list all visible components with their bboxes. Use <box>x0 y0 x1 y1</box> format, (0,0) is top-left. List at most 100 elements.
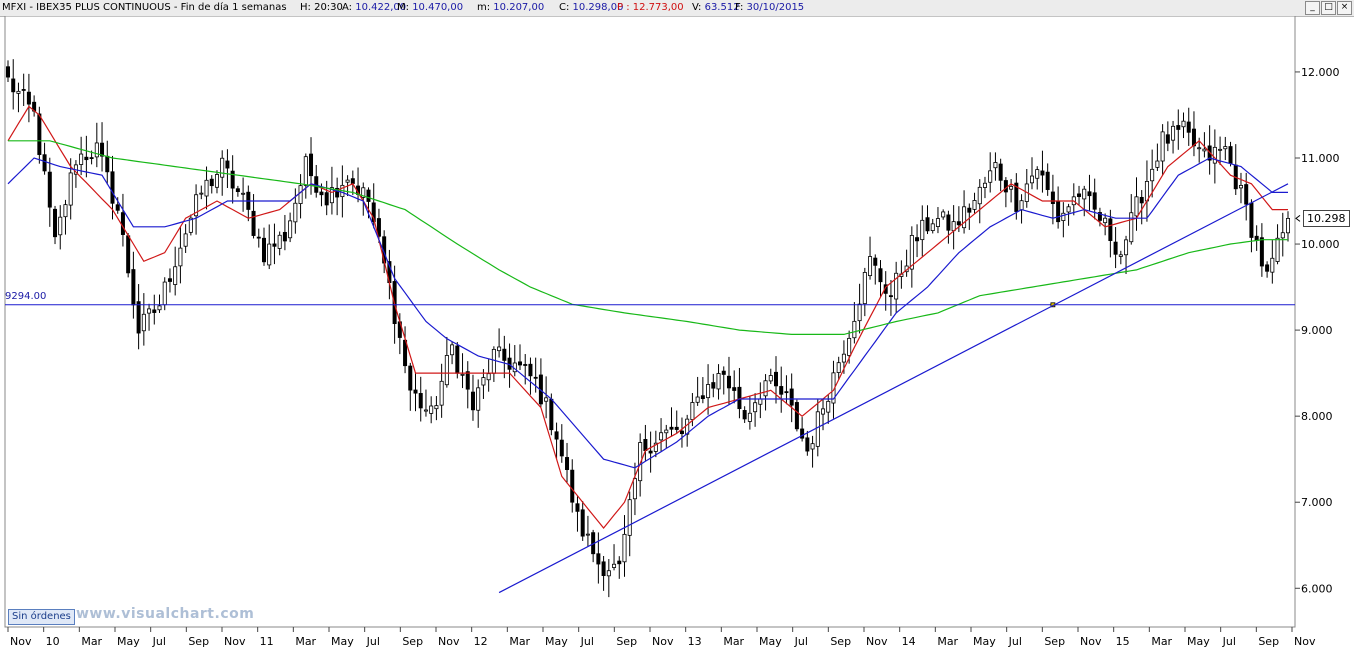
maximize-button[interactable]: □ <box>1321 1 1336 15</box>
candle-body <box>695 396 700 403</box>
candle-body <box>580 509 585 537</box>
candle-body <box>1238 184 1243 189</box>
candle-body <box>6 66 11 78</box>
candle-body <box>920 219 925 241</box>
candle-body <box>89 157 94 159</box>
x-tick-label: Mar <box>509 635 530 648</box>
candle-body <box>152 309 157 313</box>
x-tick-label: Nov <box>866 635 888 648</box>
candle-body <box>162 281 167 306</box>
orders-status-badge[interactable]: Sin órdenes <box>8 609 75 625</box>
header-field-value: 12.773,00 <box>632 2 684 13</box>
candle-body <box>345 179 350 183</box>
x-tick-label: Nov <box>1294 635 1316 648</box>
candle-body <box>256 236 261 239</box>
candle-body <box>84 156 89 161</box>
chart-title-bar: MFXI - IBEX35 PLUS CONTINUOUS - Fin de d… <box>0 0 1354 17</box>
candle-body <box>470 391 475 411</box>
candle-body <box>977 186 982 205</box>
candle-body <box>110 171 115 204</box>
candle-body <box>204 179 209 197</box>
candle-body <box>570 469 575 503</box>
candle-body <box>147 308 152 314</box>
x-tick-label: Nov <box>438 635 460 648</box>
candle-body <box>962 206 967 229</box>
candle-body <box>909 235 914 270</box>
candle-body <box>518 361 523 366</box>
candle-body <box>716 373 721 390</box>
support-trendline <box>498 183 1289 594</box>
candle-body <box>303 156 308 186</box>
candle-body <box>178 247 183 267</box>
candle-body <box>737 386 742 410</box>
candle-body <box>596 553 601 565</box>
price-chart[interactable]: 6.000 7.000 8.000 9.000 10.000 11.000 12.000 No… <box>0 16 1354 649</box>
candle-body <box>319 191 324 196</box>
candle-body <box>167 278 172 282</box>
candle-body <box>1181 120 1186 128</box>
minimize-button[interactable]: _ <box>1305 1 1320 15</box>
candle-body <box>486 373 491 381</box>
x-tick-label: Mar <box>937 635 958 648</box>
candle-body <box>502 348 507 361</box>
candle-body <box>617 560 622 565</box>
candle-body <box>105 155 110 173</box>
x-tick-label: 12 <box>474 635 488 648</box>
close-button[interactable]: × <box>1337 1 1352 15</box>
candle-body <box>361 187 366 198</box>
candle-body <box>497 346 502 352</box>
x-tick-label: Mar <box>723 635 744 648</box>
x-tick-label: Sep <box>830 635 851 648</box>
candle-body <box>967 207 972 213</box>
candle-body <box>559 439 564 457</box>
candle-body <box>1113 241 1118 255</box>
x-tick-label: Nov <box>1080 635 1102 648</box>
x-tick-label: Mar <box>295 635 316 648</box>
candle-body <box>288 220 293 239</box>
candle-body <box>439 380 444 406</box>
candle-body <box>763 380 768 397</box>
x-tick-label: May <box>331 635 354 648</box>
candle-body <box>679 430 684 435</box>
candle-body <box>136 301 141 334</box>
candle-body <box>794 402 799 430</box>
x-tick-label: Jul <box>366 635 380 648</box>
header-field-label: H: <box>300 2 315 13</box>
candle-body <box>11 78 16 93</box>
candle-body <box>1280 232 1285 239</box>
candle-body <box>1082 188 1087 200</box>
moving-average-line-2 <box>8 140 1288 335</box>
candle-body <box>664 429 669 434</box>
x-tick-label: Jul <box>1222 635 1236 648</box>
last-price-pointer <box>1295 215 1301 222</box>
candle-body <box>267 243 272 266</box>
x-tick-label: May <box>973 635 996 648</box>
candle-body <box>481 377 486 386</box>
candle-body <box>585 533 590 536</box>
header-field-4: C: 10.298,00 <box>559 2 623 13</box>
x-tick-label: Jul <box>580 635 594 648</box>
candle-body <box>1035 169 1040 179</box>
x-tick-label: 11 <box>260 635 274 648</box>
candle-body <box>523 364 528 366</box>
candle-body <box>915 237 920 242</box>
candle-body <box>214 174 219 188</box>
candle-body <box>659 432 664 441</box>
candle-body <box>1186 121 1191 133</box>
candle-body <box>533 376 538 379</box>
candle-body <box>272 243 277 247</box>
x-tick-label: May <box>545 635 568 648</box>
y-tick-label: 8.000 <box>1301 410 1333 423</box>
candle-body <box>1139 196 1144 204</box>
candle-body <box>1087 191 1092 197</box>
candle-body <box>774 371 779 387</box>
x-tick-label: May <box>1187 635 1210 648</box>
symbol-title: MFXI - IBEX35 PLUS CONTINUOUS - Fin de d… <box>2 2 287 13</box>
plot-area <box>4 16 1296 628</box>
candle-body <box>810 443 815 450</box>
candle-body <box>888 295 893 298</box>
candle-body <box>930 223 935 231</box>
candle-body <box>309 153 314 177</box>
candle-body <box>1009 185 1014 190</box>
x-tick-label: Sep <box>402 635 423 648</box>
